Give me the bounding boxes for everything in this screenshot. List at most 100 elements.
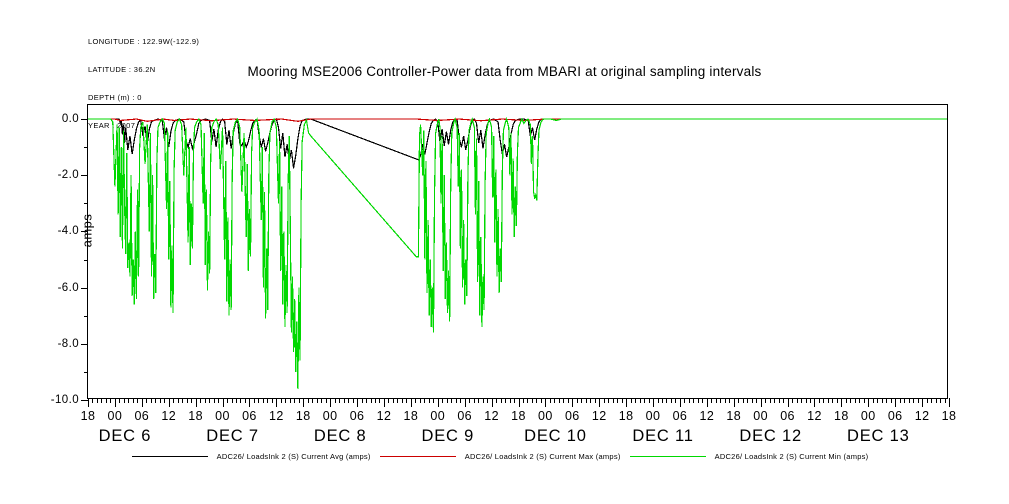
x-axis-hour-label: 06 bbox=[349, 409, 365, 423]
x-axis-minor-tick-mark bbox=[926, 398, 928, 403]
x-axis-minor-tick-mark bbox=[711, 398, 713, 403]
y-axis-tick-label: 0.0 bbox=[61, 113, 79, 126]
x-axis-tick-mark bbox=[706, 398, 708, 407]
x-axis-minor-tick-mark bbox=[827, 398, 829, 403]
x-axis-minor-tick-mark bbox=[783, 398, 785, 403]
x-axis-minor-tick-mark bbox=[482, 398, 484, 403]
x-axis-tick-mark bbox=[868, 398, 870, 407]
x-axis-tick-mark bbox=[410, 398, 412, 407]
x-axis-minor-tick-mark bbox=[316, 398, 318, 403]
x-axis-tick-mark bbox=[949, 398, 950, 407]
x-axis-day-label: DEC 7 bbox=[206, 427, 259, 445]
y-axis-tick-mark bbox=[81, 343, 88, 345]
x-axis-tick-mark bbox=[276, 398, 278, 407]
x-axis-minor-tick-mark bbox=[850, 398, 852, 403]
x-axis-minor-tick-mark bbox=[352, 398, 354, 403]
metadata-latitude: LATITUDE : 36.2N bbox=[88, 65, 156, 75]
x-axis-hour-label: 12 bbox=[807, 409, 822, 423]
y-axis-tick-label: -2.0 bbox=[57, 169, 79, 182]
y-axis-tick-mark bbox=[81, 231, 88, 233]
x-axis-minor-tick-mark bbox=[908, 398, 910, 403]
x-axis-minor-tick-mark bbox=[913, 398, 915, 403]
x-axis-minor-tick-mark bbox=[478, 398, 480, 403]
x-axis-minor-tick-mark bbox=[110, 398, 112, 403]
x-axis-minor-tick-mark bbox=[415, 398, 417, 403]
legend-color-line bbox=[379, 456, 456, 457]
x-axis-minor-tick-mark bbox=[487, 398, 489, 403]
x-axis-hour-label: 18 bbox=[834, 409, 849, 423]
x-axis-minor-tick-mark bbox=[940, 398, 942, 403]
x-axis-minor-tick-mark bbox=[244, 398, 246, 403]
x-axis-minor-tick-mark bbox=[617, 398, 619, 403]
chart-title: Mooring MSE2006 Controller-Power data fr… bbox=[247, 64, 762, 79]
x-axis-minor-tick-mark bbox=[540, 398, 542, 403]
x-axis-minor-tick-mark bbox=[809, 398, 811, 403]
x-axis-minor-tick-mark bbox=[554, 398, 556, 403]
x-axis-minor-tick-mark bbox=[670, 398, 672, 403]
x-axis-day-label: DEC 12 bbox=[739, 427, 802, 445]
x-axis-minor-tick-mark bbox=[527, 398, 529, 403]
x-axis-minor-tick-mark bbox=[401, 398, 403, 403]
x-axis-minor-tick-mark bbox=[132, 398, 134, 403]
x-axis-minor-tick-mark bbox=[289, 398, 291, 403]
x-axis-tick-mark bbox=[679, 398, 681, 407]
x-axis-minor-tick-mark bbox=[859, 398, 861, 403]
x-axis-minor-tick-mark bbox=[285, 398, 287, 403]
x-axis-minor-tick-mark bbox=[496, 398, 498, 403]
y-axis-minor-tick-mark bbox=[83, 259, 88, 261]
x-axis-tick-mark bbox=[814, 398, 816, 407]
x-axis-minor-tick-mark bbox=[312, 398, 314, 403]
x-axis-minor-tick-mark bbox=[451, 398, 453, 403]
x-axis-tick-mark bbox=[518, 398, 520, 407]
x-axis-tick-mark bbox=[88, 398, 89, 407]
x-axis-minor-tick-mark bbox=[531, 398, 533, 403]
x-axis-minor-tick-mark bbox=[370, 398, 372, 403]
x-axis-minor-tick-mark bbox=[397, 398, 399, 403]
x-axis-hour-label: 00 bbox=[860, 409, 876, 423]
x-axis-minor-tick-mark bbox=[428, 398, 430, 403]
x-axis-hour-label: 06 bbox=[780, 409, 795, 423]
x-axis-minor-tick-mark bbox=[348, 398, 350, 403]
x-axis-tick-mark bbox=[437, 398, 439, 407]
x-axis-tick-mark bbox=[841, 398, 843, 407]
x-axis-minor-tick-mark bbox=[836, 398, 838, 403]
x-axis-minor-tick-mark bbox=[742, 398, 744, 403]
x-axis-minor-tick-mark bbox=[182, 398, 184, 403]
x-axis-minor-tick-mark bbox=[845, 398, 847, 403]
x-axis-hour-label: 18 bbox=[295, 409, 311, 423]
x-axis-minor-tick-mark bbox=[693, 398, 695, 403]
x-axis-minor-tick-mark bbox=[164, 398, 166, 403]
x-axis-minor-tick-mark bbox=[801, 398, 803, 403]
x-axis-minor-tick-mark bbox=[823, 398, 825, 403]
legend-label: ADC26/ LoadsInk 2 (S) Current Max (amps) bbox=[464, 452, 621, 461]
x-axis-minor-tick-mark bbox=[778, 398, 780, 403]
y-axis-tick-mark bbox=[81, 175, 88, 177]
x-axis-minor-tick-mark bbox=[581, 398, 583, 403]
legend-label: ADC26/ LoadsInk 2 (S) Current Avg (amps) bbox=[216, 452, 371, 461]
x-axis-minor-tick-mark bbox=[280, 398, 282, 403]
x-axis-minor-tick-mark bbox=[675, 398, 677, 403]
x-axis-tick-mark bbox=[572, 398, 574, 407]
x-axis-tick-mark bbox=[545, 398, 547, 407]
x-axis-minor-tick-mark bbox=[424, 398, 426, 403]
x-axis-tick-mark bbox=[895, 398, 897, 407]
x-axis-minor-tick-mark bbox=[307, 398, 309, 403]
x-axis-minor-tick-mark bbox=[514, 398, 516, 403]
x-axis-minor-tick-mark bbox=[603, 398, 605, 403]
x-axis-minor-tick-mark bbox=[253, 398, 255, 403]
x-axis-minor-tick-mark bbox=[123, 398, 125, 403]
x-axis-minor-tick-mark bbox=[334, 398, 336, 403]
legend-item: ADC26/ LoadsInk 2 (S) Current Max (amps) bbox=[379, 452, 630, 461]
x-axis-minor-tick-mark bbox=[231, 398, 233, 403]
x-axis-minor-tick-mark bbox=[796, 398, 798, 403]
x-axis-minor-tick-mark bbox=[917, 398, 919, 403]
x-axis-minor-tick-mark bbox=[931, 398, 933, 403]
x-axis-minor-tick-mark bbox=[594, 398, 596, 403]
x-axis-day-label: DEC 10 bbox=[524, 427, 587, 445]
x-axis-tick-mark bbox=[760, 398, 762, 407]
x-axis-hour-label: 06 bbox=[134, 409, 150, 423]
x-axis-minor-tick-mark bbox=[321, 398, 323, 403]
x-axis-tick-mark bbox=[168, 398, 170, 407]
chart-legend: ADC26/ LoadsInk 2 (S) Current Avg (amps)… bbox=[0, 452, 1009, 461]
x-axis-hour-label: 18 bbox=[511, 409, 526, 423]
